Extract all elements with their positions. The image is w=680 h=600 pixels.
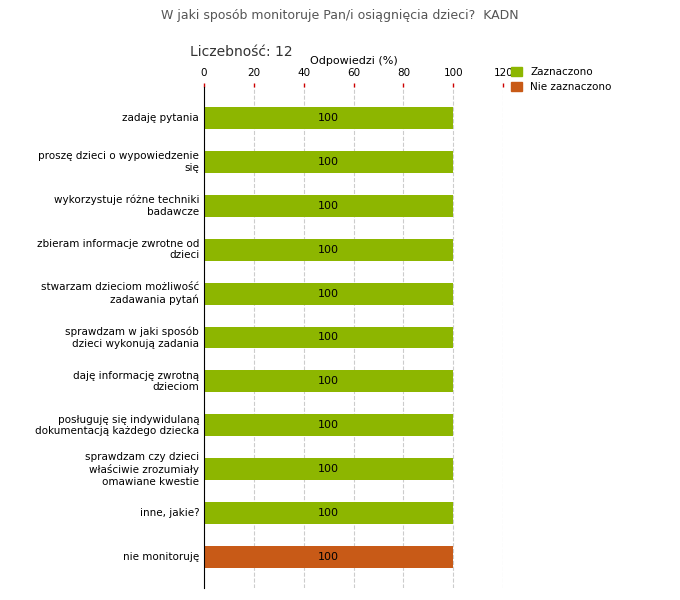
Bar: [204, 370, 454, 392]
Text: 100: 100: [318, 245, 339, 254]
Text: W jaki sposób monitoruje Pan/i osiągnięcia dzieci?  KADN: W jaki sposób monitoruje Pan/i osiągnięc…: [161, 9, 519, 22]
Bar: [204, 458, 454, 481]
Text: 100: 100: [318, 113, 339, 123]
Bar: [204, 326, 454, 349]
Legend: Zaznaczono, Nie zaznaczono: Zaznaczono, Nie zaznaczono: [511, 67, 611, 92]
Text: 100: 100: [318, 376, 339, 386]
Text: 100: 100: [318, 464, 339, 475]
Bar: [204, 283, 454, 305]
Text: 100: 100: [318, 421, 339, 430]
Text: 100: 100: [318, 552, 339, 562]
Bar: [204, 151, 454, 173]
Text: Liczebność: 12: Liczebność: 12: [190, 45, 293, 59]
Bar: [204, 239, 454, 260]
Text: 100: 100: [318, 200, 339, 211]
Text: 100: 100: [318, 289, 339, 299]
Bar: [204, 502, 454, 524]
Bar: [204, 194, 454, 217]
Bar: [204, 415, 454, 436]
Text: 100: 100: [318, 332, 339, 343]
Bar: [204, 107, 454, 129]
Text: 100: 100: [318, 157, 339, 167]
Text: 100: 100: [318, 508, 339, 518]
Bar: [204, 546, 454, 568]
X-axis label: Odpowiedzi (%): Odpowiedzi (%): [309, 56, 398, 66]
